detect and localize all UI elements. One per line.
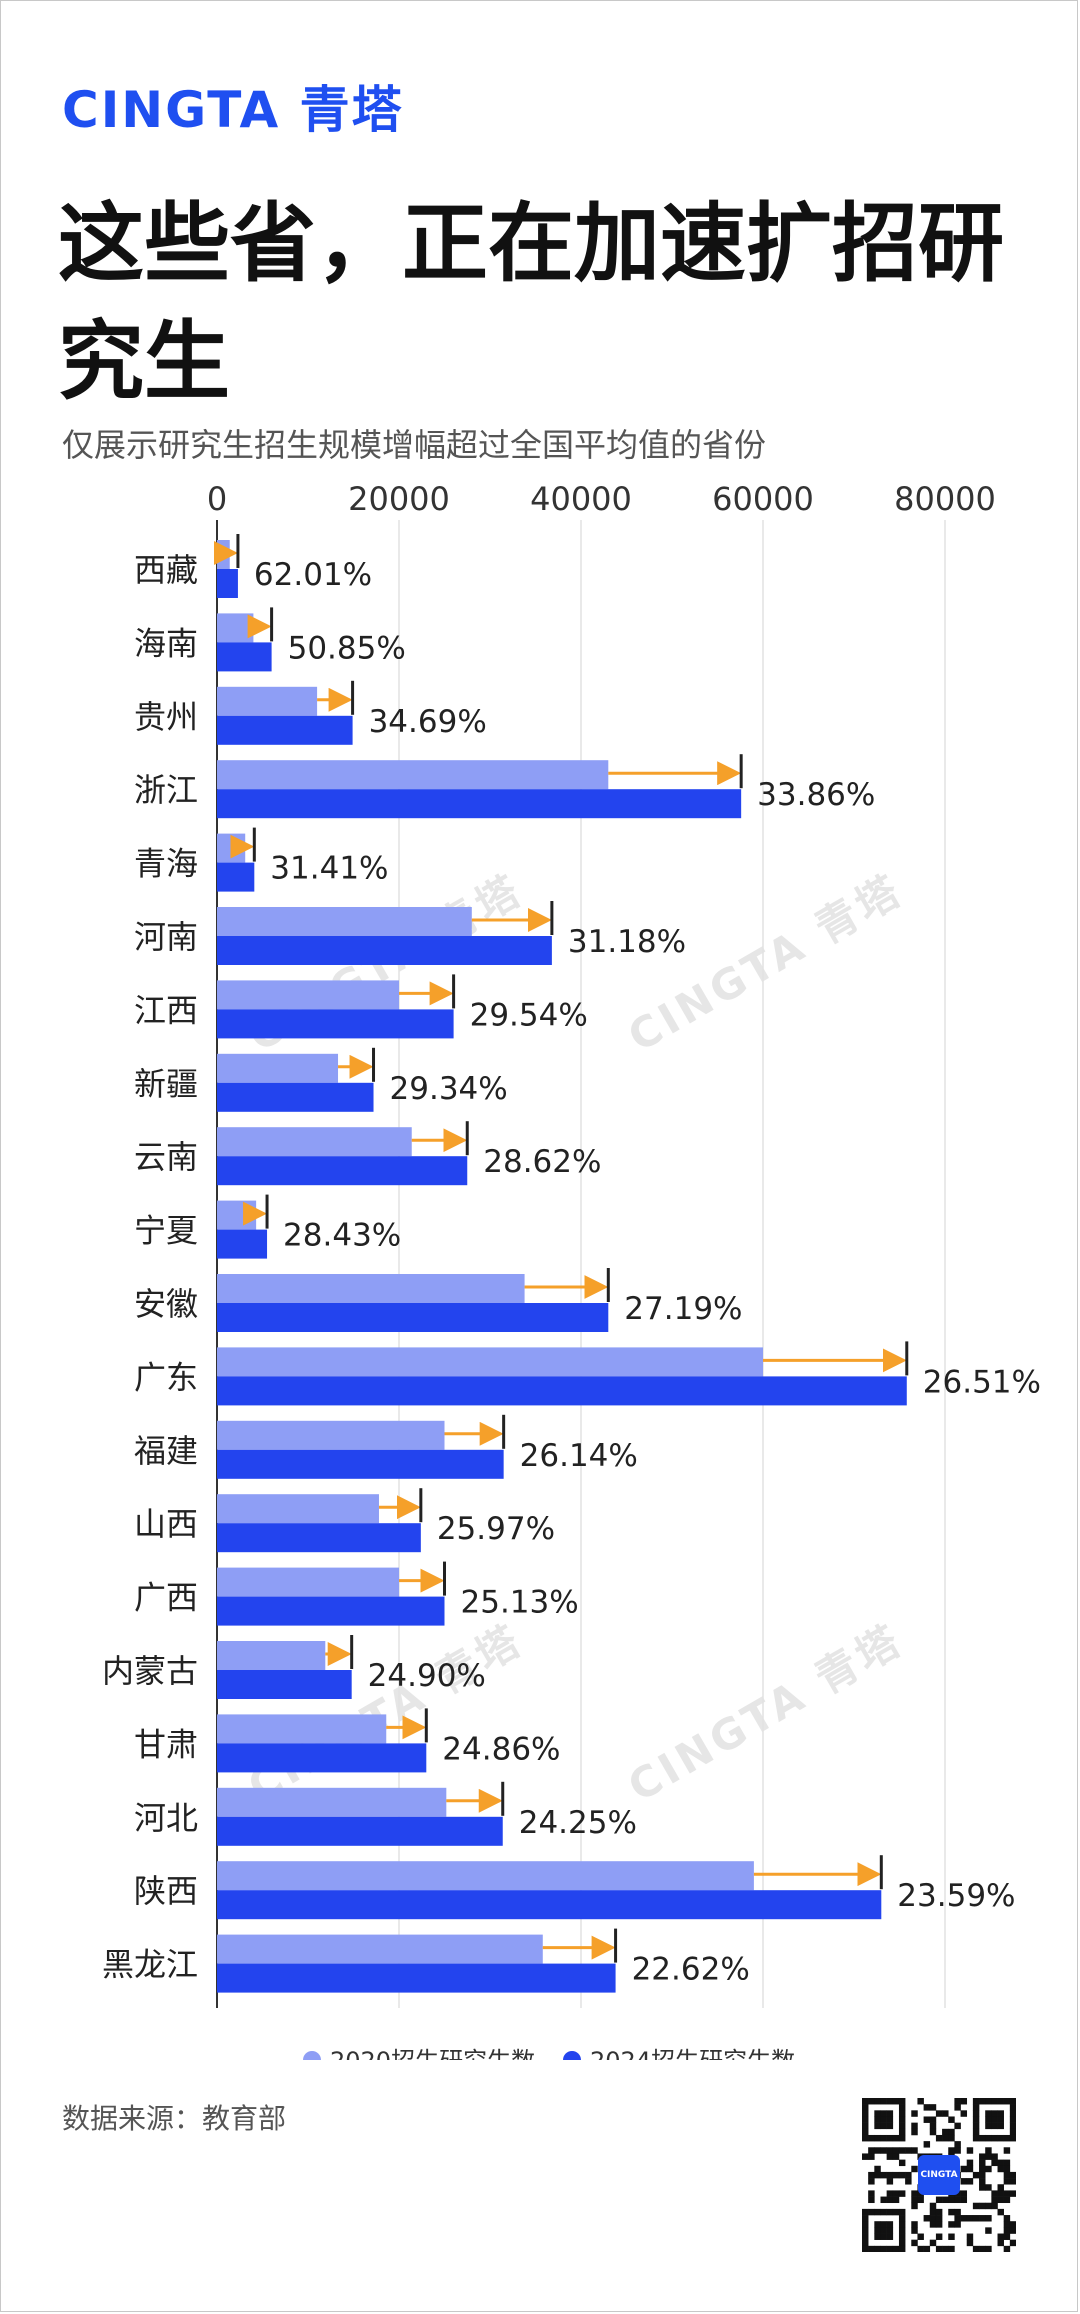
category-label: 河北 <box>134 1799 198 1837</box>
category-label: 甘肃 <box>134 1725 198 1763</box>
bar-2024 <box>217 715 353 745</box>
page-subtitle: 仅展示研究生招生规模增幅超过全国平均值的省份 <box>62 426 767 464</box>
bar-2020 <box>217 1714 387 1744</box>
growth-label: 33.86% <box>757 777 875 813</box>
bar-2020 <box>217 1787 447 1817</box>
growth-label: 24.90% <box>368 1658 486 1694</box>
bar-2024 <box>217 1523 421 1553</box>
bar-2020 <box>217 833 246 863</box>
bar-2024 <box>217 1376 907 1406</box>
legend-label-2024: 2024招生研究生数 <box>590 2047 795 2060</box>
growth-label: 28.62% <box>483 1144 601 1180</box>
category-label: 宁夏 <box>134 1212 198 1250</box>
bar-2020 <box>217 613 254 643</box>
growth-label: 50.85% <box>288 630 406 666</box>
bar-2020 <box>217 760 609 790</box>
growth-label: 31.41% <box>270 851 388 887</box>
category-label: 广西 <box>134 1579 198 1617</box>
category-label: 浙江 <box>134 771 198 809</box>
category-label: 青海 <box>134 845 198 883</box>
qr-logo: CINGTA <box>918 2155 960 2195</box>
bar-2020 <box>217 1347 763 1377</box>
category-label: 广东 <box>134 1358 198 1396</box>
growth-label: 31.18% <box>568 924 686 960</box>
growth-label: 29.34% <box>390 1071 508 1107</box>
category-label: 福建 <box>134 1432 198 1470</box>
bar-2024 <box>217 1009 454 1039</box>
bar-2024 <box>217 789 742 819</box>
bar-2024 <box>217 1890 882 1920</box>
growth-label: 24.25% <box>519 1805 637 1841</box>
bar-2024 <box>217 1303 609 1332</box>
growth-label: 29.54% <box>470 997 588 1033</box>
bar-2024 <box>217 936 552 965</box>
growth-label: 26.14% <box>520 1438 638 1474</box>
growth-label: 25.97% <box>437 1511 555 1547</box>
bar-2024 <box>217 1596 445 1626</box>
category-label: 山西 <box>134 1505 198 1543</box>
brand-logo: CINGTA 青塔 <box>62 81 404 139</box>
bar-2024 <box>217 1816 503 1846</box>
growth-label: 34.69% <box>369 704 487 740</box>
bar-2024 <box>217 1743 427 1773</box>
bar-2020 <box>217 1567 399 1597</box>
growth-label: 24.86% <box>442 1731 560 1767</box>
legend-marker-2020 <box>303 2051 321 2060</box>
category-label: 西藏 <box>134 551 198 589</box>
x-tick-label: 60000 <box>712 480 814 518</box>
growth-label: 26.51% <box>923 1364 1041 1400</box>
page-title: 这些省，正在加速扩招研究生 <box>58 194 1004 412</box>
legend-label-2020: 2020招生研究生数 <box>330 2047 535 2060</box>
bar-2020 <box>217 1420 445 1450</box>
x-tick-label: 80000 <box>894 480 996 518</box>
growth-label: 62.01% <box>254 557 372 593</box>
legend-marker-2024 <box>563 2051 581 2060</box>
category-label: 内蒙古 <box>102 1652 198 1690</box>
bar-chart: 0 20000 40000 60000 80000 西藏 62.01% 海南 50.85% 贵州 3… <box>102 480 1041 2060</box>
x-tick-label: 20000 <box>348 480 450 518</box>
bar-2024 <box>217 1449 504 1479</box>
category-label: 江西 <box>134 991 198 1029</box>
growth-label: 23.59% <box>897 1878 1015 1914</box>
x-tick-label: 0 <box>207 480 227 518</box>
bar-2020 <box>217 1494 379 1524</box>
bar-2020 <box>217 1934 543 1964</box>
category-label: 安徽 <box>134 1285 198 1323</box>
bar-2020 <box>217 1127 412 1157</box>
bar-2020 <box>217 1200 257 1230</box>
bar-2024 <box>217 862 255 892</box>
qr-code[interactable]: CINGTA <box>862 2098 1017 2253</box>
bar-2020 <box>217 1641 326 1670</box>
x-tick-label: 40000 <box>530 480 632 518</box>
bar-2020 <box>217 686 318 716</box>
bar-2020 <box>217 1274 525 1303</box>
category-label: 海南 <box>134 624 198 662</box>
growth-label: 25.13% <box>461 1585 579 1621</box>
bar-2020 <box>217 907 472 936</box>
bar-2024 <box>217 1156 468 1186</box>
bar-2024 <box>217 1670 352 1699</box>
bar-2024 <box>217 642 272 672</box>
bar-2020 <box>217 1861 754 1891</box>
bar-2024 <box>217 1229 268 1259</box>
bar-2024 <box>217 1963 616 1993</box>
growth-label: 28.43% <box>283 1218 401 1254</box>
growth-label: 27.19% <box>624 1291 742 1327</box>
bar-2024 <box>217 569 238 598</box>
growth-label: 22.62% <box>632 1952 750 1988</box>
bar-2020 <box>217 980 399 1010</box>
category-label: 陕西 <box>134 1872 198 1910</box>
category-label: 云南 <box>134 1138 198 1176</box>
data-source: 数据来源：教育部 <box>62 2102 287 2135</box>
category-label: 贵州 <box>134 698 198 736</box>
category-label: 新疆 <box>134 1065 198 1103</box>
category-label: 黑龙江 <box>102 1946 198 1984</box>
bar-2020 <box>217 1053 339 1083</box>
bar-2024 <box>217 1082 374 1112</box>
bar-2020 <box>217 540 230 569</box>
category-label: 河南 <box>134 918 198 956</box>
